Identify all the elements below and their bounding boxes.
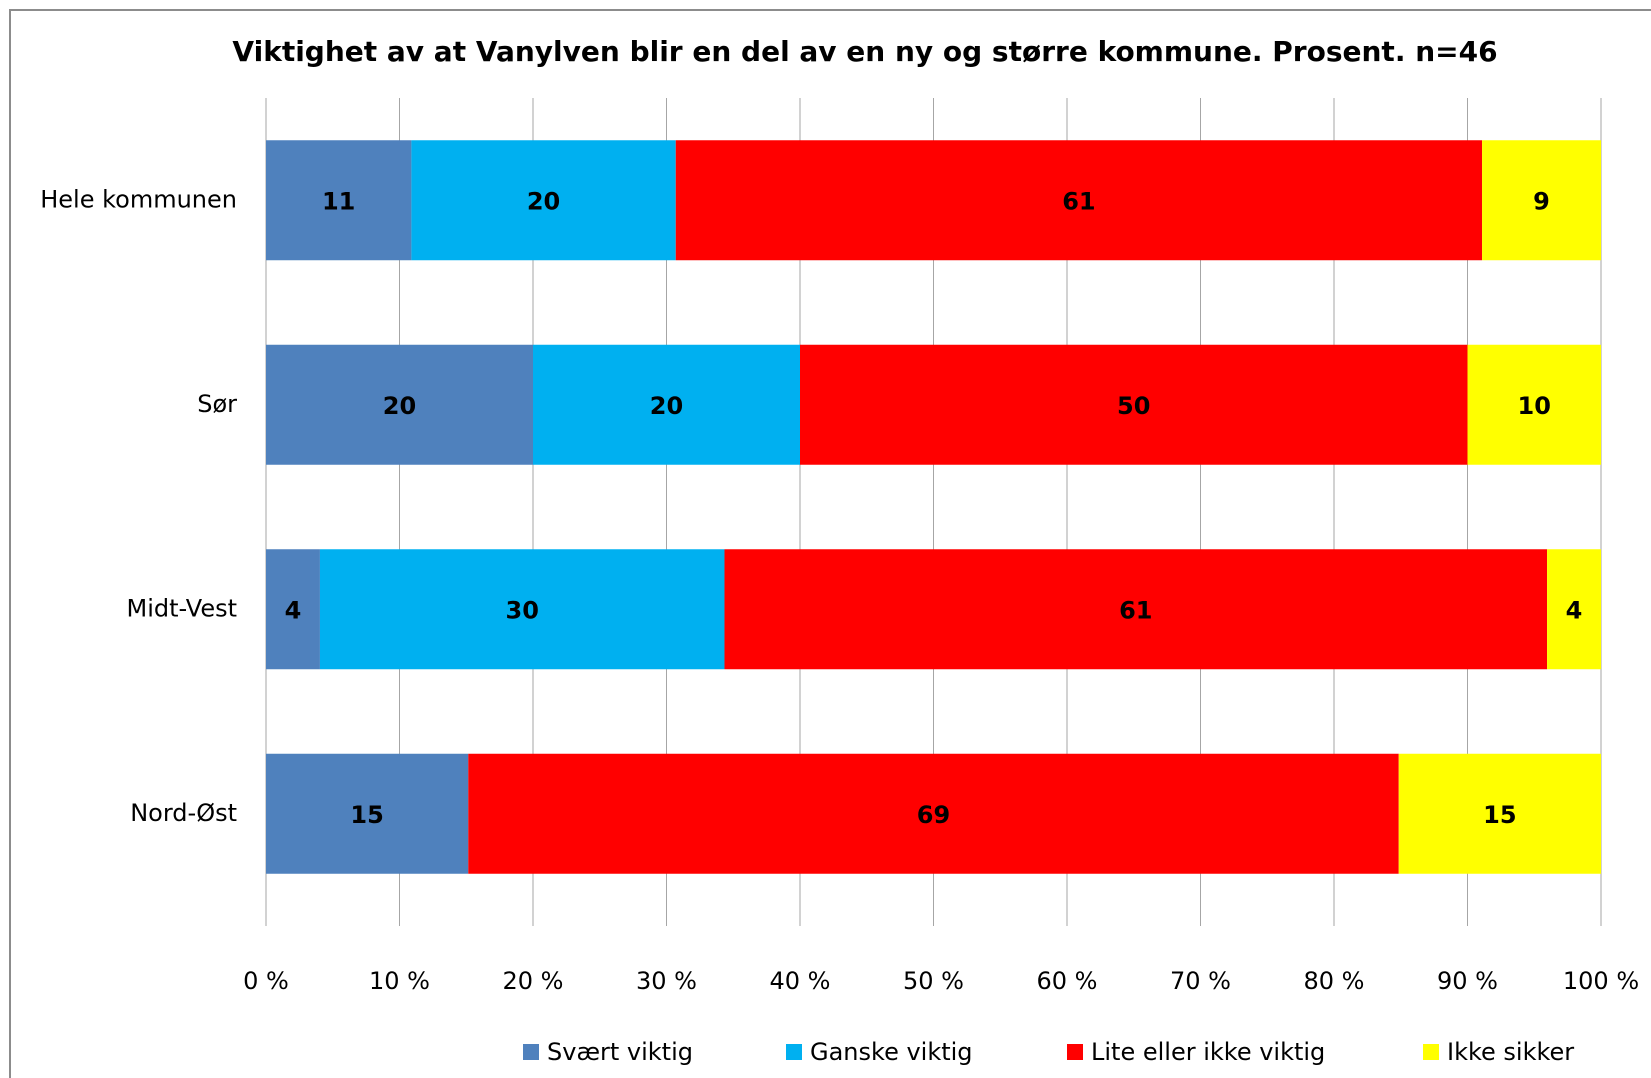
x-tick-label: 40 % [770, 967, 831, 995]
bar-segment [266, 549, 320, 670]
value-label: 4 [285, 596, 302, 624]
value-label: 15 [350, 801, 383, 829]
bar-segment [1547, 549, 1601, 670]
bar-segment [266, 140, 412, 261]
y-tick-label: Sør [197, 390, 237, 418]
legend-swatch [1423, 1044, 1439, 1060]
bar-segment [1398, 753, 1601, 874]
y-tick-label: Hele kommunen [40, 185, 237, 213]
value-label: 50 [1117, 392, 1150, 420]
bar-segment [319, 549, 725, 670]
value-label: 30 [506, 596, 539, 624]
value-label: 69 [917, 801, 950, 829]
value-label: 9 [1533, 187, 1550, 215]
x-tick-label: 20 % [503, 967, 564, 995]
x-tick-label: 50 % [903, 967, 964, 995]
bar-segment [266, 344, 533, 465]
legend-swatch [786, 1044, 802, 1060]
x-tick-label: 100 % [1563, 967, 1639, 995]
bar-segment [533, 344, 800, 465]
bar-segment [724, 549, 1548, 670]
x-tick-label: 60 % [1037, 967, 1098, 995]
x-tick-label: 70 % [1170, 967, 1231, 995]
x-tick-label: 0 % [243, 967, 289, 995]
value-label: 10 [1518, 392, 1551, 420]
x-tick-label: 10 % [369, 967, 430, 995]
value-label: 11 [322, 187, 355, 215]
bar-segment [1482, 140, 1601, 261]
value-label: 61 [1119, 596, 1152, 624]
bar-segment [411, 140, 676, 261]
x-tick-label: 90 % [1437, 967, 1498, 995]
legend-label: Svært viktig [547, 1038, 693, 1066]
legend-label: Lite eller ikke viktig [1091, 1038, 1325, 1066]
y-tick-label: Midt-Vest [126, 594, 237, 622]
legend-swatch [523, 1044, 539, 1060]
bar-segment [266, 753, 469, 874]
value-label: 15 [1483, 801, 1516, 829]
bar-segment [468, 753, 1399, 874]
legend-label: Ikke sikker [1447, 1038, 1574, 1066]
y-tick-label: Nord-Øst [130, 799, 237, 827]
x-tick-label: 80 % [1304, 967, 1365, 995]
bar-segment [1467, 344, 1601, 465]
chart-title: Viktighet av at Vanylven blir en del av … [232, 35, 1497, 68]
value-label: 20 [527, 187, 560, 215]
value-label: 4 [1566, 596, 1583, 624]
value-label: 20 [383, 392, 416, 420]
bar-segment [800, 344, 1468, 465]
value-label: 61 [1062, 187, 1095, 215]
bar-segment [675, 140, 1483, 261]
legend-swatch [1067, 1044, 1083, 1060]
legend-label: Ganske viktig [810, 1038, 973, 1066]
x-tick-label: 30 % [636, 967, 697, 995]
value-label: 20 [650, 392, 683, 420]
